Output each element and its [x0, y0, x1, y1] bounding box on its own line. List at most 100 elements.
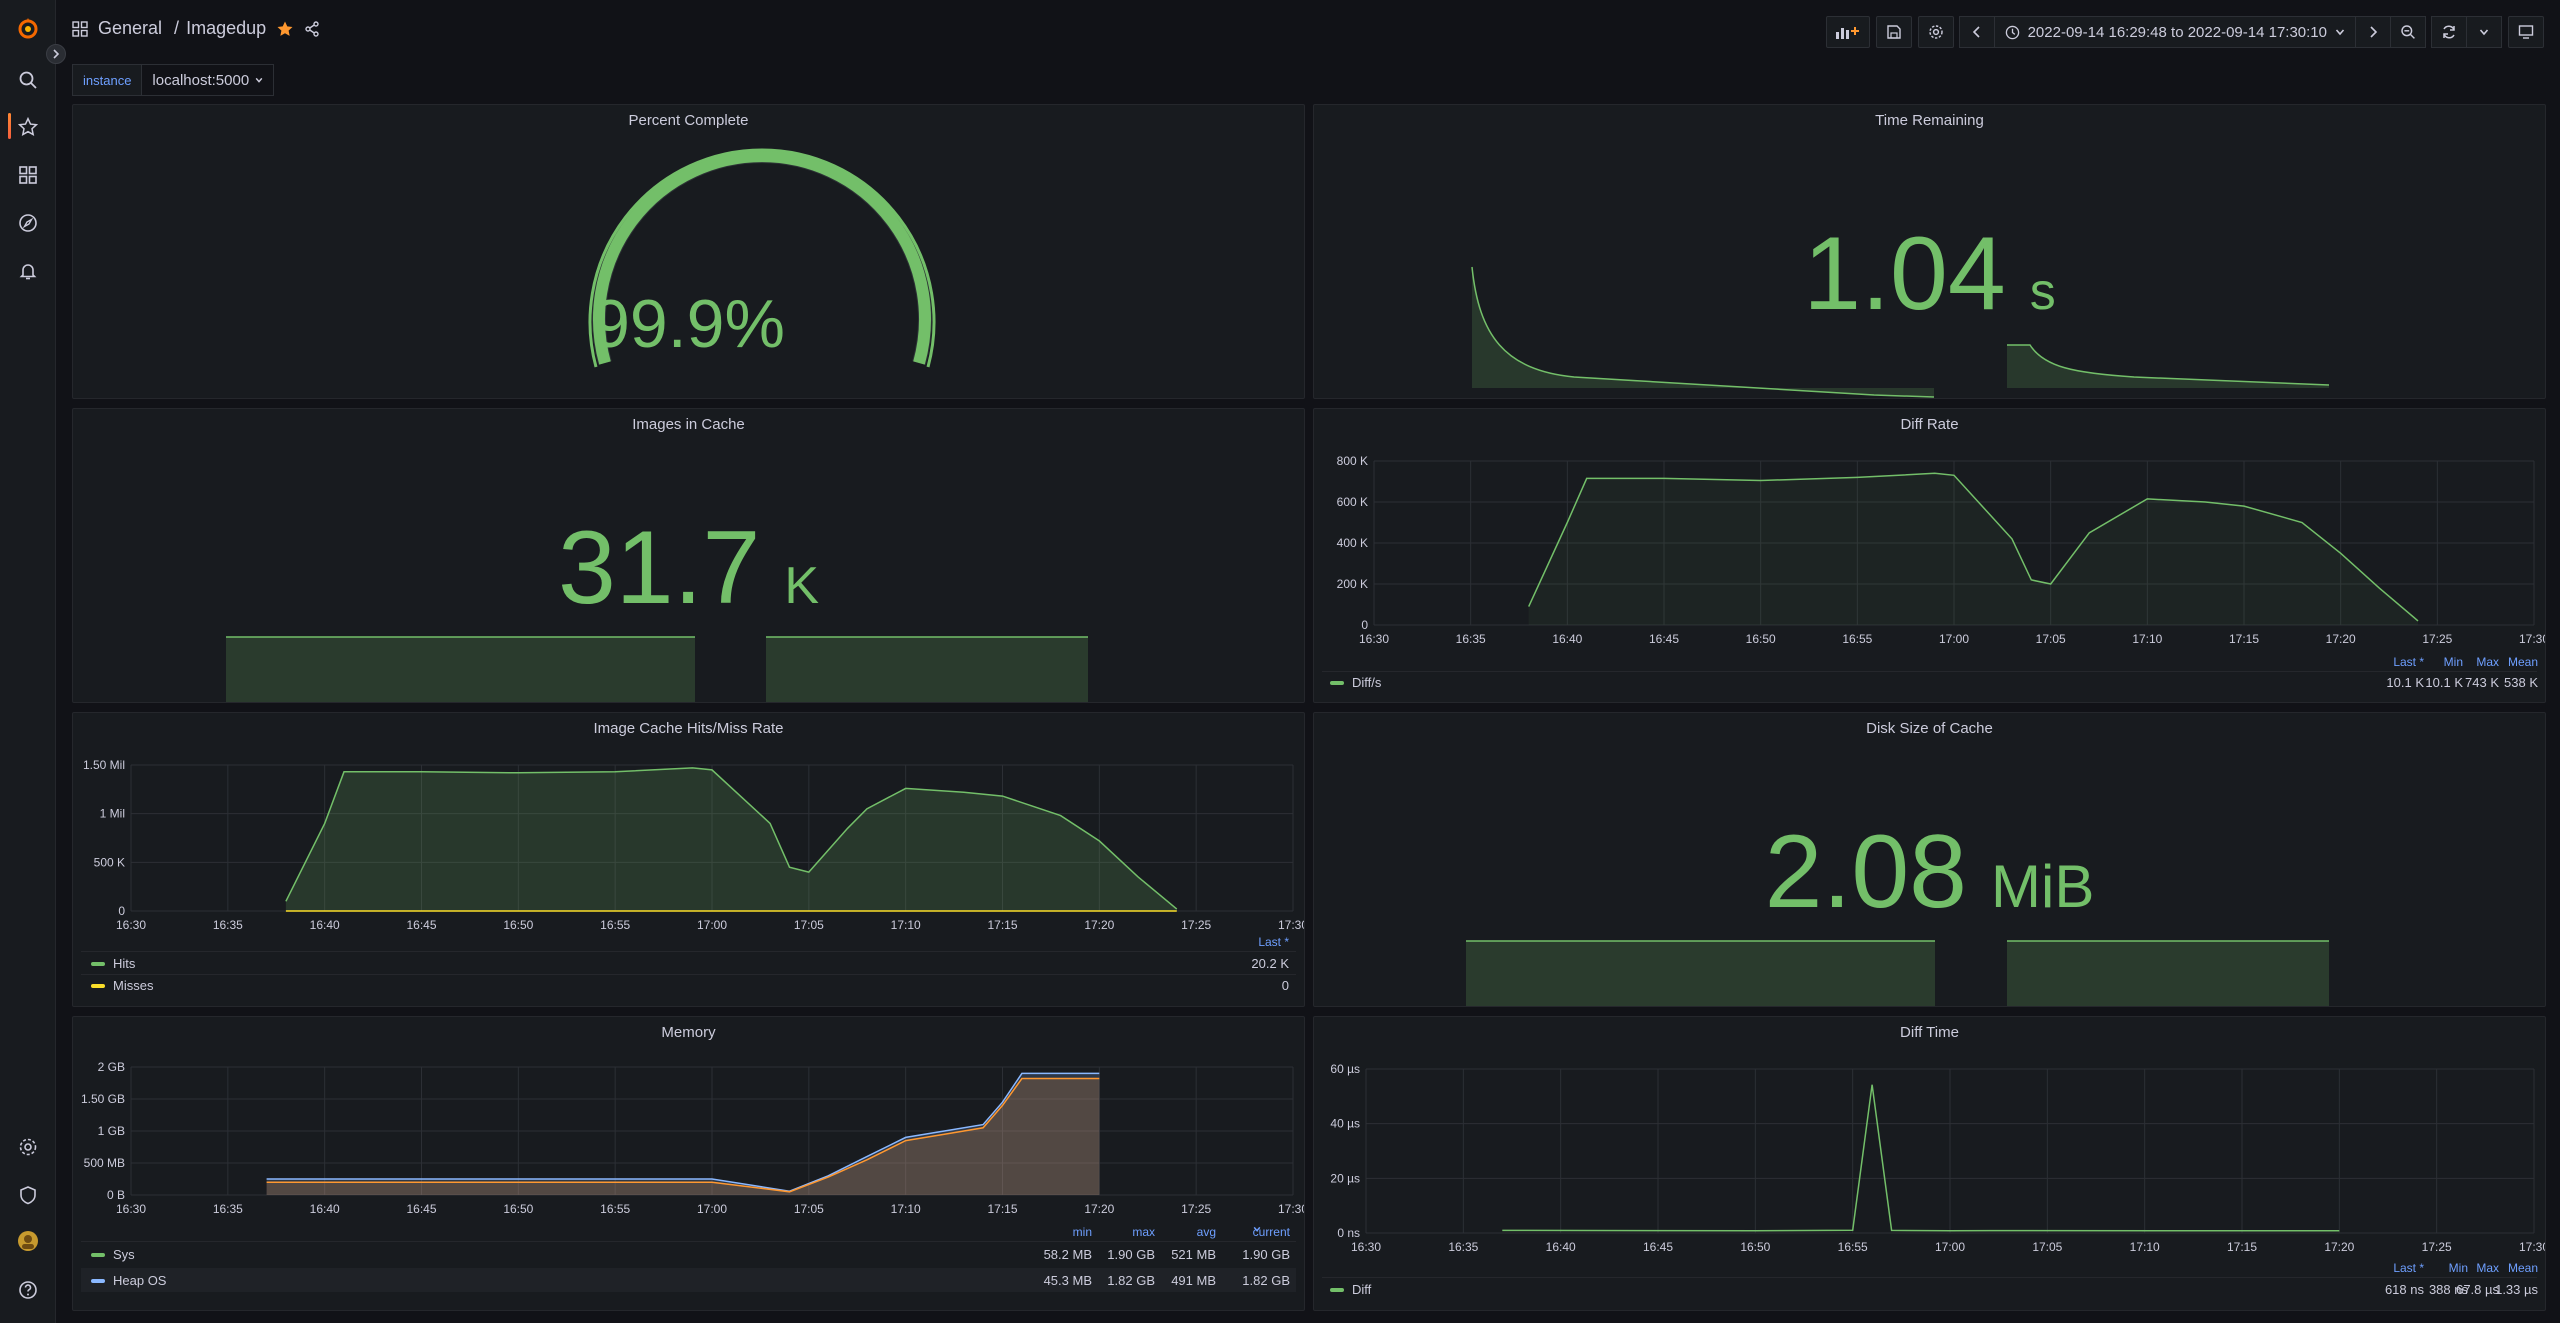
- y-tick-label: 400 K: [1337, 536, 1368, 550]
- legend-header-mean[interactable]: Mean: [2507, 1261, 2538, 1275]
- x-tick-label: 16:40: [1552, 632, 1582, 646]
- legend-header-mean[interactable]: Mean: [2507, 655, 2538, 669]
- breadcrumb-dashboard[interactable]: Imagedup: [186, 18, 267, 38]
- x-tick-label: 17:05: [2036, 632, 2066, 646]
- legend-header-max[interactable]: Max: [2476, 655, 2499, 669]
- instance-variable-select[interactable]: localhost:5000: [142, 64, 275, 96]
- panel-images-in-cache[interactable]: Images in Cache 31.7 K: [72, 408, 1305, 703]
- legend-item-diff[interactable]: Diff: [1330, 1282, 1371, 1297]
- add-panel-button[interactable]: [1825, 16, 1870, 48]
- configuration-gear-icon[interactable]: [14, 1133, 42, 1161]
- legend-header-min[interactable]: Min: [2443, 655, 2463, 669]
- sparkline-area-2: [2007, 345, 2329, 388]
- share-icon[interactable]: [304, 20, 320, 37]
- legend-header-avg[interactable]: avg: [1196, 1225, 1216, 1239]
- time-shift-back-button[interactable]: [1958, 16, 1995, 48]
- x-tick-label: 17:10: [891, 918, 921, 932]
- dashboards-icon[interactable]: [14, 161, 42, 189]
- panel-percent-complete[interactable]: Percent Complete 99.9%: [72, 104, 1305, 399]
- series-line-main: [1528, 472, 2419, 622]
- panel-title[interactable]: Disk Size of Cache: [1866, 720, 1993, 737]
- x-tick-label: 17:20: [2326, 632, 2356, 646]
- dashboard-settings-button[interactable]: [1917, 16, 1954, 48]
- panel-diff-time[interactable]: Diff Time 0 ns 20 µs 40 µs 60 µs 16:30 16:35 1…: [1313, 1016, 2546, 1311]
- explore-icon[interactable]: [14, 209, 42, 237]
- legend-label: Misses: [113, 978, 154, 993]
- legend-label: Heap OS: [113, 1273, 167, 1288]
- legend-header-max[interactable]: Max: [2476, 1261, 2499, 1275]
- panel-memory[interactable]: Memory 0 B 500 MB 1 GB 1.50 GB 2 GB 16:30 16:3…: [72, 1016, 1305, 1311]
- stat-number: 2.08: [1764, 814, 1968, 930]
- legend-swatch: [91, 1252, 105, 1257]
- gauge-fill: [593, 150, 931, 365]
- panel-diff-rate[interactable]: Diff Rate 0 200 K 400 K 600 K 800 K 16:30 16:3…: [1313, 408, 2546, 703]
- chevron-down-icon: [2335, 29, 2345, 36]
- panel-title[interactable]: Diff Rate: [1900, 416, 1959, 433]
- x-tick-label: 16:30: [116, 1202, 146, 1216]
- sidebar-expand-button[interactable]: [46, 44, 66, 64]
- star-icon[interactable]: [276, 20, 294, 38]
- panel-title[interactable]: Images in Cache: [632, 416, 745, 433]
- x-tick-label: 16:30: [1359, 632, 1389, 646]
- legend-label: Diff/s: [1352, 675, 1382, 690]
- legend-item-hits[interactable]: Hits: [91, 956, 135, 971]
- search-icon[interactable]: [14, 66, 42, 94]
- y-tick-label: 0 B: [107, 1188, 125, 1202]
- legend-item-heap-os[interactable]: Heap OS: [91, 1273, 166, 1288]
- sparkline: [1466, 940, 2329, 1006]
- time-shift-forward-button[interactable]: [2355, 16, 2391, 48]
- legend-label: Sys: [113, 1247, 135, 1262]
- starred-icon[interactable]: [14, 113, 42, 141]
- sort-chevron-down-icon: [1253, 1226, 1260, 1232]
- grafana-logo-icon[interactable]: [14, 14, 42, 42]
- panel-title[interactable]: Diff Time: [1900, 1024, 1959, 1041]
- x-tick-label: 16:45: [1649, 632, 1679, 646]
- panel-title[interactable]: Memory: [661, 1024, 716, 1041]
- refresh-button[interactable]: [2431, 16, 2467, 48]
- breadcrumb-folder[interactable]: General: [98, 18, 163, 38]
- legend-header-max[interactable]: max: [1132, 1225, 1155, 1239]
- tv-mode-button[interactable]: [2508, 16, 2544, 48]
- legend-header-last[interactable]: Last *: [2393, 655, 2424, 669]
- legend-value: 1.90 GB: [1107, 1247, 1155, 1262]
- legend-header-current[interactable]: current: [1253, 1225, 1290, 1239]
- legend-header-last[interactable]: Last *: [2393, 1261, 2424, 1275]
- refresh-icon: [2443, 25, 2455, 39]
- help-icon[interactable]: [14, 1276, 42, 1304]
- alerting-bell-icon[interactable]: [14, 257, 42, 285]
- legend-item-sys[interactable]: Sys: [91, 1247, 135, 1262]
- legend-item-diff-rate[interactable]: Diff/s: [1330, 675, 1381, 690]
- panel-time-remaining[interactable]: Time Remaining 1.04 s: [1313, 104, 2546, 399]
- x-tick-label: 17:00: [1935, 1240, 1965, 1254]
- legend-header-min[interactable]: min: [1072, 1225, 1092, 1239]
- time-range-picker[interactable]: 2022-09-14 16:29:48 to 2022-09-14 17:30:…: [1993, 16, 2356, 48]
- panel-title[interactable]: Image Cache Hits/Miss Rate: [593, 720, 784, 737]
- toolbar: 2022-09-14 16:29:48 to 2022-09-14 17:30:…: [1825, 16, 2544, 48]
- panel-cache-hits-miss[interactable]: Image Cache Hits/Miss Rate 0 500 K 1 Mil 1.…: [72, 712, 1305, 1007]
- x-tick-label: 17:20: [1084, 1202, 1114, 1216]
- y-tick-label: 800 K: [1337, 454, 1368, 468]
- legend-value: 58.2 MB: [1043, 1247, 1092, 1262]
- x-tick-label: 17:15: [2229, 632, 2259, 646]
- x-tick-label: 17:15: [2227, 1240, 2257, 1254]
- stat-value: 2.08 MiB: [1314, 813, 2545, 932]
- refresh-interval-dropdown[interactable]: [2466, 16, 2502, 48]
- save-dashboard-button[interactable]: [1875, 16, 1912, 48]
- legend-item-misses[interactable]: Misses: [91, 978, 153, 993]
- user-avatar[interactable]: [14, 1227, 42, 1255]
- panel-title[interactable]: Percent Complete: [628, 112, 749, 129]
- panel-disk-size[interactable]: Disk Size of Cache 2.08 MiB: [1313, 712, 2546, 1007]
- legend-value: 618 ns: [2384, 1282, 2424, 1297]
- y-tick-label: 600 K: [1337, 495, 1368, 509]
- x-tick-label: 16:55: [1842, 632, 1872, 646]
- series-area-heap-os: [266, 1078, 1100, 1195]
- legend-header-last[interactable]: Last *: [1258, 935, 1289, 949]
- panel-title[interactable]: Time Remaining: [1875, 112, 1984, 129]
- server-admin-shield-icon[interactable]: [14, 1181, 42, 1209]
- legend-header-min[interactable]: Min: [2448, 1261, 2468, 1275]
- x-tick-label: 16:55: [600, 1202, 630, 1216]
- chevron-down-icon: [255, 77, 263, 83]
- zoom-out-button[interactable]: [2390, 16, 2426, 48]
- sparkline-area-1: [1466, 941, 1935, 1006]
- x-tick-label: 17:00: [697, 1202, 727, 1216]
